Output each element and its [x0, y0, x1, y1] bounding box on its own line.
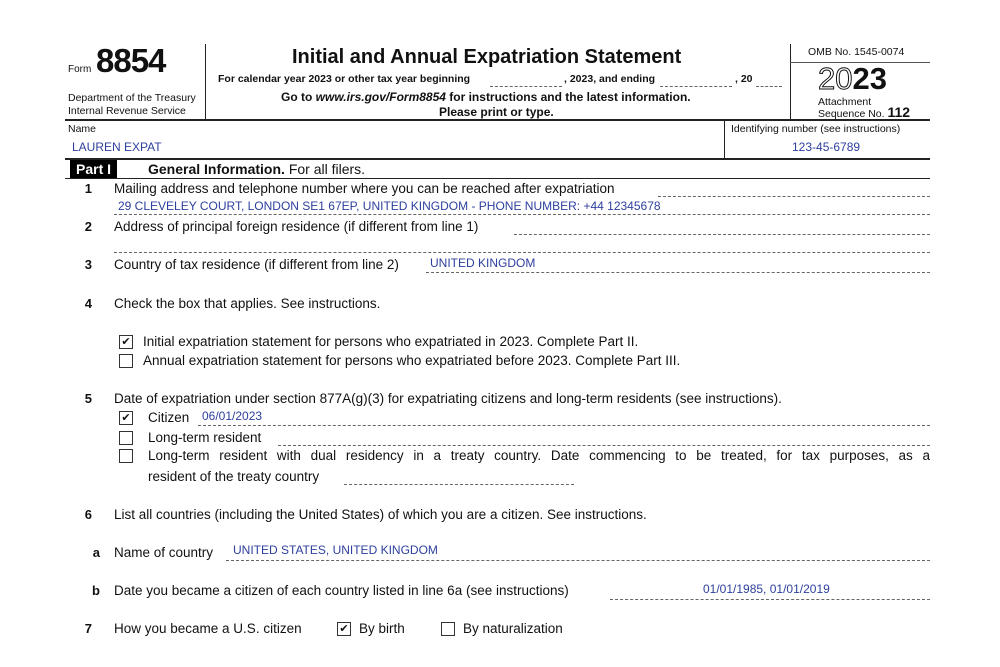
initial-statement-label: Initial expatriation statement for perso… [143, 334, 639, 349]
line-letter: b [92, 583, 100, 598]
by-birth-label: By birth [359, 621, 405, 636]
dotted-leader [226, 560, 930, 561]
year-line: For calendar year 2023 or other tax year… [218, 73, 471, 85]
goto-pre: Go to [281, 90, 316, 104]
divider [724, 120, 725, 158]
dotted-leader [114, 252, 930, 253]
country-field[interactable]: UNITED STATES, UNITED KINGDOM [233, 543, 438, 557]
begin-date-field[interactable] [490, 86, 562, 87]
print-note: Please print or type. [439, 105, 554, 119]
part-title: General Information. [148, 161, 285, 177]
id-label: Identifying number (see instructions) [731, 123, 901, 135]
tax-year: 2023 [817, 61, 887, 96]
omb-number: OMB No. 1545-0074 [808, 46, 905, 58]
dotted-leader [426, 272, 930, 273]
line-5-text: Date of expatriation under section 877A(… [114, 391, 782, 406]
year-bold: 23 [852, 61, 887, 96]
annual-statement-label: Annual expatriation statement for person… [143, 353, 681, 368]
ltr-label: Long-term resident [148, 430, 262, 445]
goto-post: for instructions and the latest informat… [445, 90, 691, 104]
dotted-leader [114, 214, 930, 215]
part-tag: Part I [70, 160, 118, 178]
by-naturalization-checkbox[interactable] [441, 622, 455, 636]
dual-residency-label-2: resident of the treaty country [148, 469, 320, 484]
year-line-b: , 2023, and ending [564, 73, 656, 85]
line-1-text: Mailing address and telephone number whe… [114, 181, 615, 196]
form-label: Form [68, 64, 92, 75]
divider [65, 158, 930, 160]
sequence: Sequence No. 112 [818, 104, 910, 120]
department: Department of the Treasury [68, 92, 196, 104]
part-subtitle: For all filers. [288, 161, 366, 177]
year-outline: 20 [817, 61, 853, 96]
attachment: Attachment [818, 96, 872, 108]
divider [65, 119, 930, 121]
part-heading: General Information. For all filers. [148, 160, 365, 178]
dotted-leader [658, 196, 930, 197]
citizen-label: Citizen [148, 410, 190, 425]
tax-residence-field[interactable]: UNITED KINGDOM [430, 256, 536, 270]
by-birth-checkbox[interactable]: ✔ [337, 622, 351, 636]
dotted-leader [610, 599, 930, 600]
name-field[interactable]: LAUREN EXPAT [72, 140, 162, 154]
service: Internal Revenue Service [68, 105, 186, 117]
dotted-leader [198, 425, 930, 426]
form-number: 8854 [96, 42, 166, 79]
dual-residency-checkbox[interactable] [119, 449, 133, 463]
annual-statement-checkbox[interactable] [119, 354, 133, 368]
line-letter: a [92, 545, 100, 560]
treaty-date-field[interactable] [344, 484, 574, 485]
line-number: 3 [84, 257, 92, 272]
divider [205, 44, 206, 120]
name-label: Name [68, 123, 97, 135]
end-date-field[interactable] [660, 86, 732, 87]
line-3-text: Country of tax residence (if different f… [114, 257, 399, 272]
citizenship-dates-field[interactable]: 01/01/1985, 01/01/2019 [703, 582, 830, 596]
line-number: 5 [84, 391, 92, 406]
id-field[interactable]: 123-45-6789 [792, 140, 861, 154]
by-naturalization-label: By naturalization [463, 621, 563, 636]
line-6b-text: Date you became a citizen of each countr… [114, 583, 569, 598]
line-7-text: How you became a U.S. citizen [114, 621, 302, 636]
ltr-date-field[interactable] [278, 445, 930, 446]
foreign-residence-field[interactable] [514, 234, 930, 235]
dual-residency-label: Long-term resident with dual residency i… [148, 448, 930, 463]
line-6-text: List all countries (including the United… [114, 507, 647, 522]
line-number: 7 [84, 621, 92, 636]
citizen-date-field[interactable]: 06/01/2023 [202, 409, 263, 423]
end-year-field[interactable] [756, 86, 782, 87]
line-6a-text: Name of country [114, 545, 214, 560]
initial-statement-checkbox[interactable]: ✔ [119, 335, 133, 349]
ltr-checkbox[interactable] [119, 431, 133, 445]
divider [65, 178, 930, 179]
line-number: 4 [84, 296, 92, 311]
form-title: Initial and Annual Expatriation Statemen… [292, 46, 682, 68]
line-2-text: Address of principal foreign residence (… [114, 219, 479, 234]
citizen-checkbox[interactable]: ✔ [119, 411, 133, 425]
line-number: 1 [84, 181, 92, 196]
mailing-address-field[interactable]: 29 CLEVELEY COURT, LONDON SE1 67EP, UNIT… [118, 199, 661, 213]
line-4-text: Check the box that applies. See instruct… [114, 296, 381, 311]
sequence-number: 112 [887, 104, 911, 120]
divider [790, 44, 791, 120]
year-line-c: , 20 [735, 73, 753, 85]
sequence-label: Sequence No. [818, 108, 885, 120]
divider [790, 62, 930, 63]
line-number: 6 [84, 507, 92, 522]
irs-link[interactable]: www.irs.gov/Form8854 [315, 90, 446, 104]
goto-line: Go to www.irs.gov/Form8854 for instructi… [281, 90, 691, 104]
line-number: 2 [84, 219, 92, 234]
